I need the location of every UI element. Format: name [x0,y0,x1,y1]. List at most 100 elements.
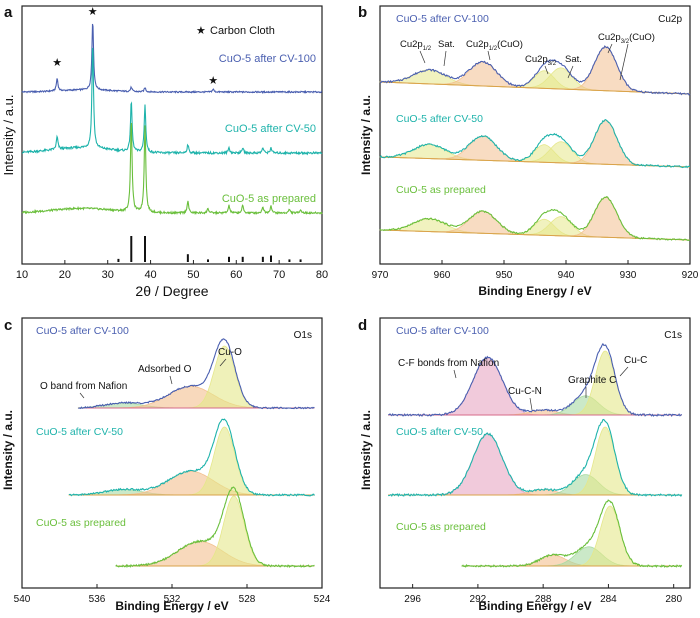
x-tick-label: 536 [89,594,106,605]
panel-a-frame [21,5,323,265]
panel-d-spectra [388,342,683,568]
x-tick-label: 296 [404,594,421,605]
panel-c-spectra [68,338,315,569]
panel-a-y-label: Intensity / a.u. [1,95,16,176]
xps-spectrum-0 [379,45,691,96]
panel-d-annot-cucn: Cu-C-N [508,386,542,397]
x-tick-label: 524 [314,594,331,605]
panel-b-annot-cu2p12: Cu2p1/2 [400,39,432,52]
panel-b-annot-cu2p32: Cu2p3/2 [525,54,557,67]
panel-b-annot-sat1: Sat. [438,39,455,50]
panel-a-letter: a [4,4,13,21]
panel-d-x-label: Binding Energy / eV [478,599,591,613]
xps-spectrum-2 [379,196,691,241]
o1s-fit-2-2 [115,495,315,567]
xrd-pattern-2 [21,122,323,216]
panel-b-series-label-prepared: CuO-5 as prepared [396,184,486,196]
xrd-pattern-1 [21,47,323,156]
x-tick-label: 950 [496,270,513,281]
carbon-cloth-star: ★ [208,75,218,87]
panel-d-series-label-prepared: CuO-5 as prepared [396,521,486,533]
panel-c-x-label: Binding Energy / eV [115,599,228,613]
panel-a-series-label-cv100: CuO-5 after CV-100 [219,53,316,65]
c1s-fit-2-2 [461,505,682,567]
panel-a-legend-marker: ★ [196,25,206,37]
x-tick-label: 940 [558,270,575,281]
xps-spectrum-1 [379,118,691,169]
x-tick-label: 40 [144,269,156,281]
panel-d-annot-cf: C-F bonds from Nafion [398,358,499,369]
panel-c-annot-nafion: O band from Nafion [40,381,127,392]
panel-b-series-label-cv50: CuO-5 after CV-50 [396,113,483,125]
panel-d-series-label-cv50: CuO-5 after CV-50 [396,426,483,438]
o1s-spectrum-0 [78,338,315,410]
panel-d-annot-graphite: Graphite C [568,375,616,386]
x-tick-label: 70 [273,269,285,281]
panel-d-annotation-leaders [453,366,629,411]
panel-c-title: O1s [294,330,312,341]
x-tick-label: 920 [682,270,699,281]
panel-c-annotation-leaders [79,358,227,399]
panel-a-carbon-stars: ★ ★ ★ [52,6,218,87]
x-tick-label: 532 [164,594,181,605]
panel-b-frame [379,5,691,265]
carbon-cloth-star: ★ [52,57,62,69]
x-tick-label: 292 [470,594,487,605]
panel-a-xrd: a ★ ★ ★ 10 20 30 40 50 60 70 80 ★ Carbon Cloth Cu… [1,4,328,299]
panel-d-c1s: d 296 292 288 284 280 CuO-5 after CV-100 CuO… [358,317,691,613]
panel-c-x-ticks: 540 536 532 528 524 [14,584,331,605]
panel-b-letter: b [358,4,367,21]
panel-d-x-ticks: 296 292 288 284 280 [404,584,682,605]
o1s-spectrum-1 [68,418,315,497]
x-tick-label: 30 [102,269,114,281]
c1s-spectrum-1 [388,418,683,497]
c1s-spectrum-0 [388,342,683,417]
x-tick-label: 970 [372,270,389,281]
baseline-1 [379,156,691,168]
x-tick-label: 20 [59,269,71,281]
panel-c-annot-cuo: Cu-O [218,347,242,358]
x-tick-label: 80 [316,269,328,281]
panel-d-letter: d [358,317,367,334]
o1s-spectrum-2 [115,486,315,569]
x-tick-label: 930 [620,270,637,281]
panel-c-frame [21,317,323,589]
x-tick-label: 280 [665,594,682,605]
panel-b-title: Cu2p [658,14,682,25]
panel-a-patterns [21,23,323,216]
carbon-cloth-star: ★ [88,6,98,18]
x-tick-label: 528 [239,594,256,605]
x-tick-label: 10 [16,269,28,281]
x-tick-label: 960 [434,270,451,281]
panel-d-series-label-cv100: CuO-5 after CV-100 [396,325,489,337]
panel-b-annot-cu2p12-cuo: Cu2p1/2(CuO) [466,39,523,52]
panel-c-annot-adsorbed: Adsorbed O [138,364,192,375]
panel-d-title: C1s [664,330,682,341]
panel-d-annot-cuc: Cu-C [624,355,647,366]
panel-a-x-ticks: 10 20 30 40 50 60 70 80 [16,260,328,281]
panel-b-spectra [379,45,691,241]
panel-a-series-label-prepared: CuO-5 as prepared [222,193,316,205]
panel-c-o1s: c 540 536 532 528 524 CuO-5 after CV-100 CuO… [1,317,331,613]
baseline-0 [379,81,691,95]
c1s-fit-1-0 [388,433,682,496]
panel-b-annot-sat2: Sat. [565,54,582,65]
x-tick-label: 540 [14,594,31,605]
panel-a-series-label-cv50: CuO-5 after CV-50 [225,123,316,135]
panel-a-reference-sticks [117,236,302,262]
panel-a-x-label: 2θ / Degree [135,283,208,299]
panel-d-y-label: Intensity / a.u. [359,410,373,490]
panel-c-series-label-prepared: CuO-5 as prepared [36,517,126,529]
panel-b-y-label: Intensity / a.u. [359,95,373,175]
c1s-fit-2-1 [461,546,682,567]
panel-c-letter: c [4,317,12,334]
xrd-pattern-0 [21,23,323,94]
panel-b-x-label: Binding Energy / eV [478,284,591,298]
panel-b-annotation-leaders [419,43,629,81]
panel-a-legend-label: Carbon Cloth [210,25,275,37]
panel-d-frame [379,317,691,589]
x-tick-label: 50 [187,269,199,281]
x-tick-label: 284 [600,594,617,605]
panel-b-cu2p: b 970 960 950 940 930 920 CuO-5 after CV-100 … [358,4,699,298]
